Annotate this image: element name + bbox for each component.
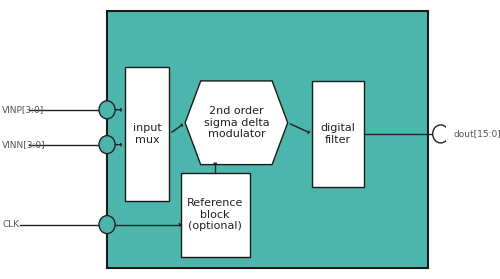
FancyBboxPatch shape: [125, 67, 170, 201]
Text: input
mux: input mux: [133, 123, 162, 145]
Text: Reference
block
(optional): Reference block (optional): [187, 198, 244, 231]
Ellipse shape: [99, 136, 115, 154]
FancyBboxPatch shape: [107, 11, 428, 268]
FancyBboxPatch shape: [312, 81, 364, 187]
Ellipse shape: [432, 125, 448, 143]
Text: VINP[3:0]: VINP[3:0]: [2, 105, 44, 114]
Ellipse shape: [99, 216, 115, 234]
Text: 2nd order
sigma delta
modulator: 2nd order sigma delta modulator: [204, 106, 269, 139]
Text: digital
filter: digital filter: [320, 123, 356, 145]
Text: CLK: CLK: [2, 220, 20, 229]
Text: VINN[3:0]: VINN[3:0]: [2, 140, 46, 149]
Text: dout[15:0]: dout[15:0]: [453, 129, 500, 138]
Polygon shape: [185, 81, 288, 165]
Ellipse shape: [99, 101, 115, 119]
FancyBboxPatch shape: [180, 173, 250, 257]
